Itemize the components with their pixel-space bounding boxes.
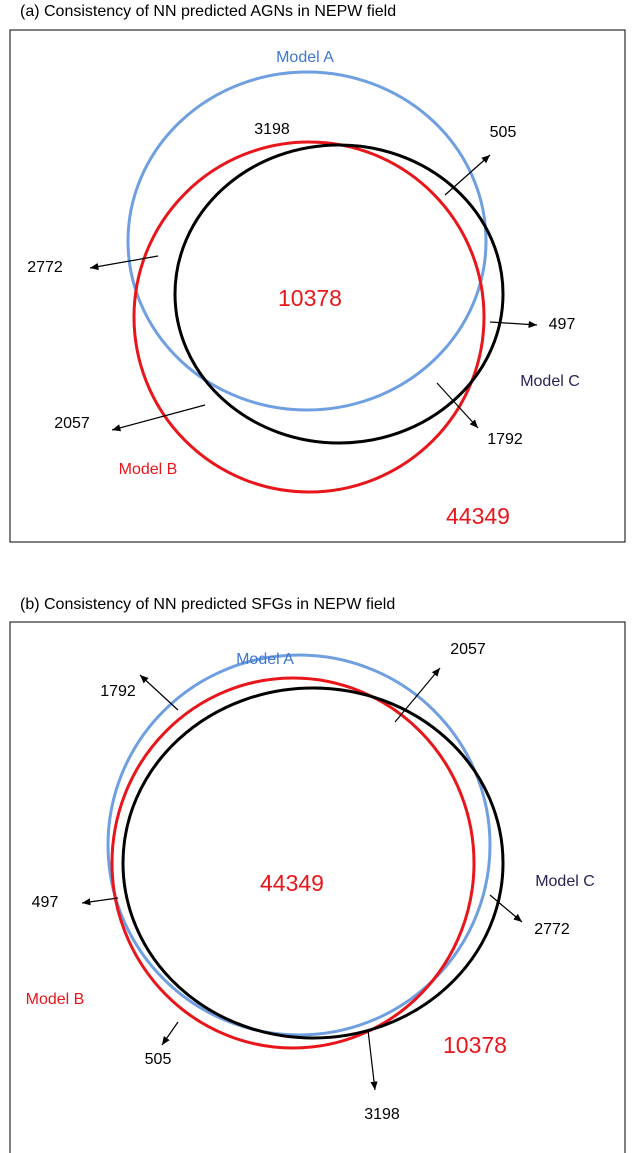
circle-a <box>126 70 488 412</box>
count: 505 <box>145 1051 172 1068</box>
circle-b <box>110 676 476 1050</box>
model-label: Model B <box>119 461 178 478</box>
arrow <box>394 667 441 723</box>
panel-frame <box>9 29 626 543</box>
count: 2772 <box>534 921 570 938</box>
arrow <box>367 1029 378 1091</box>
arrow <box>444 154 491 196</box>
count: 2057 <box>450 641 486 658</box>
count: 497 <box>549 316 576 333</box>
arrow <box>111 404 206 432</box>
circle-a <box>106 653 492 1037</box>
count: 2772 <box>27 259 63 276</box>
arrow <box>139 674 179 711</box>
count: 10378 <box>278 285 342 311</box>
circle-c <box>173 143 505 445</box>
count: 44349 <box>446 503 510 529</box>
count: 10378 <box>443 1032 507 1058</box>
count: 44349 <box>260 870 324 896</box>
arrow <box>89 255 159 271</box>
model-label: Model A <box>236 651 294 668</box>
model-label: Model C <box>535 873 595 890</box>
count: 1792 <box>487 431 523 448</box>
circle-c <box>121 686 505 1040</box>
count: 497 <box>32 894 59 911</box>
panel-title: (b) Consistency of NN predicted SFGs in … <box>20 596 395 613</box>
count: 3198 <box>254 121 290 138</box>
panel-title: (a) Consistency of NN predicted AGNs in … <box>20 3 396 20</box>
model-label: Model B <box>26 991 85 1008</box>
count: 3198 <box>364 1106 400 1123</box>
model-label: Model A <box>276 49 334 66</box>
panel-frame <box>9 621 626 1153</box>
arrow <box>436 382 479 429</box>
arrow <box>161 1021 179 1046</box>
count: 1792 <box>100 683 136 700</box>
circle-b <box>132 140 486 494</box>
arrow <box>489 894 523 923</box>
model-label: Model C <box>520 373 580 390</box>
arrow <box>81 897 119 906</box>
count: 2057 <box>54 415 90 432</box>
count: 505 <box>490 124 517 141</box>
arrow <box>489 320 538 329</box>
